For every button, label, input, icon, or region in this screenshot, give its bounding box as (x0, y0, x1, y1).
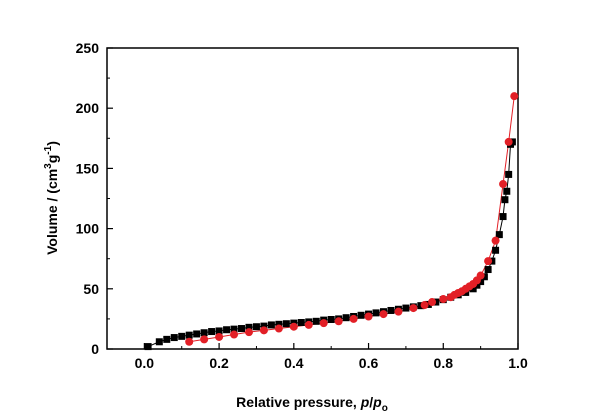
data-point-circle (510, 92, 519, 101)
y-tick-label: 150 (76, 160, 100, 176)
x-tick-label: 1.0 (508, 355, 528, 371)
x-tick-label: 0.4 (284, 355, 304, 371)
data-point-square (357, 311, 365, 319)
data-point-circle (304, 320, 313, 329)
data-point-circle (215, 332, 224, 341)
data-point-circle (394, 307, 403, 316)
y-axis-title: Volume / (cm3g-1) (43, 141, 60, 255)
data-point-circle (200, 335, 209, 344)
x-axis-title: Relative pressure, p/po (236, 394, 388, 414)
data-point-square (499, 213, 507, 221)
data-point-square (484, 266, 492, 274)
data-point-circle (476, 271, 485, 280)
data-point-circle (289, 322, 298, 331)
data-point-square (163, 335, 171, 343)
data-point-circle (349, 314, 358, 323)
data-point-square (501, 196, 509, 204)
x-tick-label: 0.2 (209, 355, 229, 371)
data-point-circle (491, 236, 500, 245)
y-tick-label: 0 (91, 341, 99, 357)
data-point-square (505, 170, 513, 178)
series-line (189, 96, 515, 343)
data-point-circle (364, 312, 373, 321)
data-point-square (215, 327, 223, 335)
data-point-square (275, 320, 283, 328)
data-point-square (267, 321, 275, 329)
x-tick-labels: 0.0 0.2 0.4 0.6 0.8 1.0 (135, 355, 528, 371)
x-tick-label: 0.0 (135, 355, 155, 371)
data-point-square (170, 334, 178, 342)
data-point-square (387, 306, 395, 314)
data-point-square (495, 231, 503, 239)
data-point-square (245, 323, 253, 331)
y-tick-labels: 0 50 100 150 200 250 (76, 40, 100, 357)
data-point-circle (504, 137, 513, 146)
data-point-square (193, 330, 201, 338)
data-point-square (312, 317, 320, 325)
data-point-circle (439, 295, 448, 304)
y-tick-label: 50 (83, 281, 99, 297)
data-point-circle (409, 304, 418, 313)
data-point-square (503, 187, 511, 195)
series-lines (147, 96, 515, 348)
data-point-square (185, 331, 193, 339)
data-point-square (260, 322, 268, 330)
data-point-square (402, 304, 410, 312)
data-point-square (155, 338, 163, 346)
data-point-circle (244, 328, 253, 337)
data-point-circle (319, 319, 328, 328)
data-point-square (282, 320, 290, 328)
data-point-circle (259, 326, 268, 335)
data-point-circle (428, 298, 437, 307)
data-point-circle (499, 180, 508, 189)
data-point-square (252, 323, 260, 331)
data-point-circle (230, 330, 239, 339)
data-point-circle (185, 337, 194, 346)
data-point-square (372, 309, 380, 317)
data-point-square (492, 246, 500, 254)
data-point-circle (484, 257, 493, 266)
data-point-circle (420, 301, 429, 310)
data-point-square (178, 332, 186, 340)
x-tick-label: 0.6 (359, 355, 379, 371)
axis-ticks (106, 47, 519, 350)
data-point-square (297, 319, 305, 327)
series-points (144, 92, 519, 351)
data-point-circle (379, 310, 388, 319)
data-point-circle (334, 317, 343, 326)
data-point-square (230, 325, 238, 333)
data-point-square (208, 328, 216, 336)
plot-frame (106, 47, 519, 350)
x-tick-label: 0.8 (434, 355, 454, 371)
data-point-square (469, 285, 477, 293)
data-point-square (238, 325, 246, 333)
data-point-square (342, 314, 350, 322)
data-point-circle (274, 324, 283, 333)
y-tick-label: 100 (76, 221, 100, 237)
data-point-square (327, 316, 335, 324)
y-tick-label: 200 (76, 100, 100, 116)
series-line (147, 141, 513, 348)
data-point-square (223, 326, 231, 334)
data-point-square (200, 329, 208, 337)
data-point-square (144, 343, 152, 351)
y-tick-label: 250 (76, 40, 100, 56)
